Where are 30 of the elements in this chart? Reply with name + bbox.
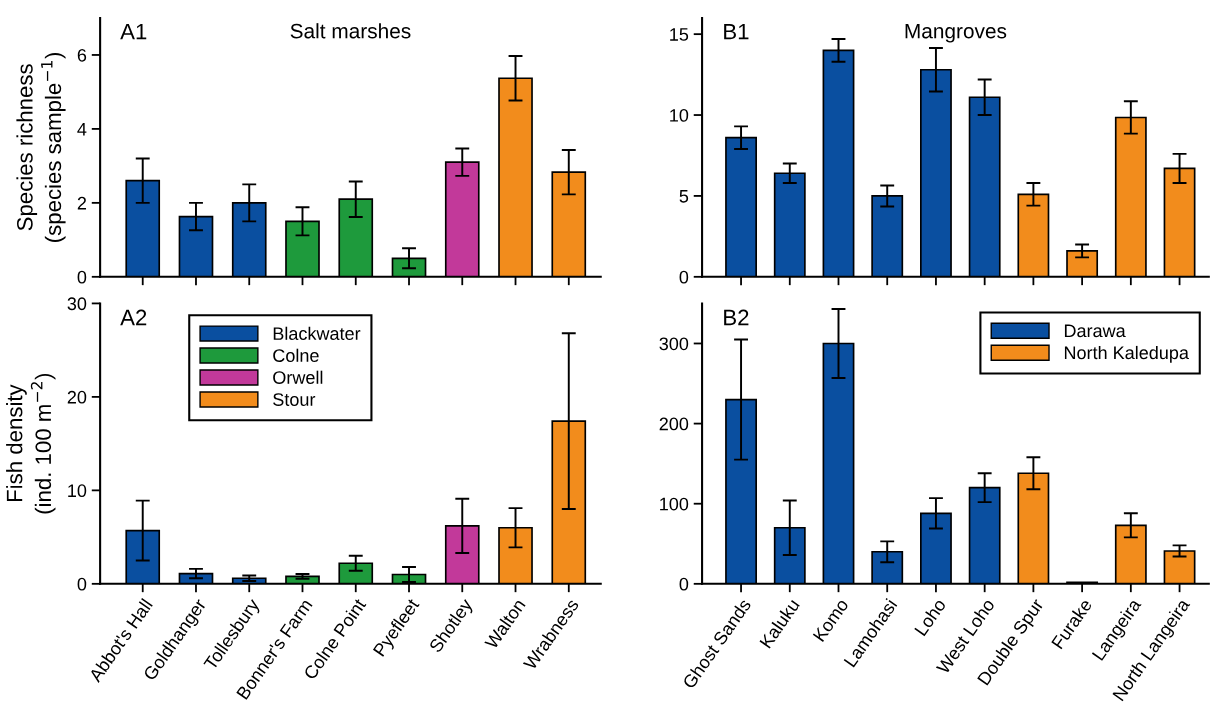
annotation: B1 xyxy=(724,23,749,40)
y-tick-label: 0 xyxy=(77,270,87,284)
legend-label: Orwell xyxy=(273,370,323,384)
chart-title: Mangroves xyxy=(905,23,1007,43)
y-tick-label: 5 xyxy=(679,190,689,203)
y-tick-label: 15 xyxy=(670,28,689,41)
y-tick-label: 0 xyxy=(679,270,689,284)
y-tick-label: 200 xyxy=(659,417,689,431)
y-tick-label: 20 xyxy=(67,390,87,404)
y-tick-label: 0 xyxy=(679,577,689,591)
legend-label: Blackwater xyxy=(273,326,361,340)
y-axis-title: Species richness (species sample$^{−1}$) xyxy=(16,52,66,242)
y-tick-label: 4 xyxy=(77,123,87,136)
legend-label: Darawa xyxy=(1064,324,1126,338)
y-tick-label: 6 xyxy=(77,48,87,62)
legend-label: North Kaledupa xyxy=(1064,345,1189,363)
annotation: A2 xyxy=(120,309,147,326)
y-tick-label: 10 xyxy=(68,484,87,498)
y-tick-label: 30 xyxy=(67,297,87,311)
y-tick-label: 0 xyxy=(77,577,87,591)
legend-label: Colne xyxy=(273,348,319,362)
legend-label: Stour xyxy=(273,393,316,406)
y-axis-title: Fish density (ind. 100 m$^{−2}$) xyxy=(6,373,56,514)
chart-title: Salt marshes xyxy=(290,23,411,39)
y-tick-label: 300 xyxy=(659,337,689,351)
annotation: A1 xyxy=(120,23,147,40)
annotation: B2 xyxy=(724,309,749,326)
y-tick-label: 2 xyxy=(77,196,87,210)
y-tick-label: 10 xyxy=(670,108,689,122)
y-tick-label: 100 xyxy=(660,497,689,511)
